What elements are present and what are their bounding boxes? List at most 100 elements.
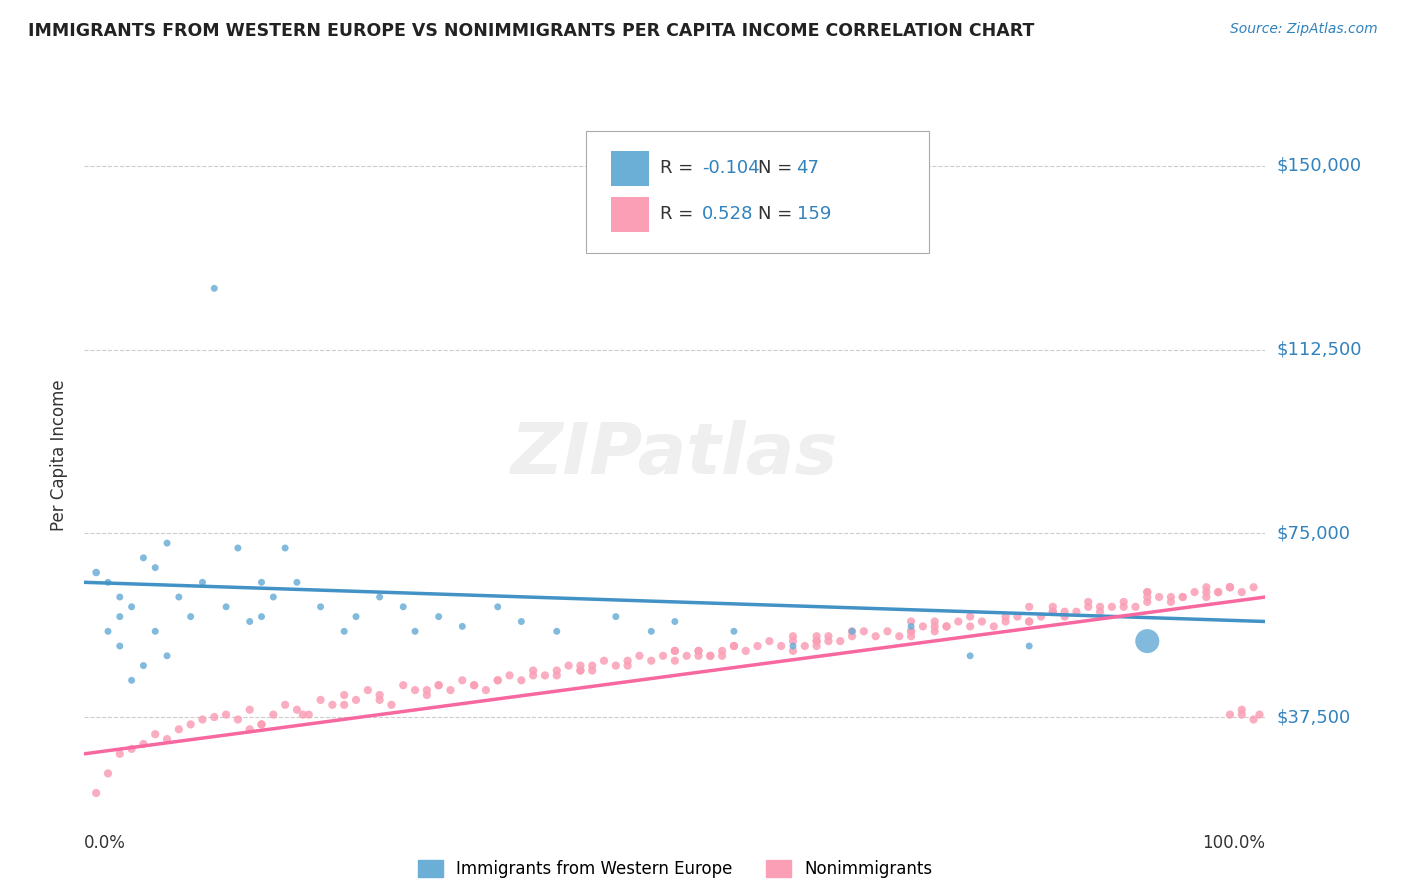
Point [239, 723, 262, 737]
Text: 0.0%: 0.0% [84, 834, 127, 852]
Point [806, 634, 828, 648]
Text: $150,000: $150,000 [1277, 157, 1361, 175]
Point [321, 698, 343, 712]
Point [156, 648, 179, 663]
Point [1195, 580, 1218, 594]
Point [569, 658, 592, 673]
Point [274, 698, 297, 712]
Point [380, 698, 402, 712]
Point [298, 707, 321, 722]
Point [202, 281, 225, 295]
Point [605, 658, 627, 673]
Point [534, 668, 557, 682]
Point [688, 644, 710, 658]
Point [156, 732, 179, 747]
Point [239, 615, 262, 629]
Point [121, 742, 143, 756]
Point [1206, 585, 1229, 599]
Point [900, 629, 922, 643]
Point [132, 550, 155, 565]
Point [711, 644, 734, 658]
Point [806, 629, 828, 643]
Point [664, 644, 686, 658]
FancyBboxPatch shape [612, 151, 650, 186]
Point [427, 678, 450, 692]
Point [250, 717, 273, 731]
Point [959, 619, 981, 633]
Point [143, 624, 166, 639]
Point [1053, 609, 1076, 624]
Text: N =: N = [758, 205, 797, 223]
Point [333, 624, 356, 639]
Point [1195, 585, 1218, 599]
Point [1195, 590, 1218, 604]
Point [1112, 599, 1135, 614]
Point [97, 624, 120, 639]
Point [841, 624, 863, 639]
Point [274, 541, 297, 555]
Point [368, 688, 391, 702]
Point [486, 673, 509, 688]
Point [1160, 590, 1182, 604]
Point [1077, 595, 1099, 609]
Point [416, 688, 439, 702]
Point [699, 648, 721, 663]
Point [924, 619, 946, 633]
Point [1136, 595, 1159, 609]
Point [747, 639, 769, 653]
Point [640, 624, 662, 639]
Point [463, 678, 485, 692]
Text: IMMIGRANTS FROM WESTERN EUROPE VS NONIMMIGRANTS PER CAPITA INCOME CORRELATION CH: IMMIGRANTS FROM WESTERN EUROPE VS NONIMM… [28, 22, 1035, 40]
Text: N =: N = [758, 160, 797, 178]
Point [191, 713, 214, 727]
Point [1101, 599, 1123, 614]
Point [546, 624, 568, 639]
Point [664, 654, 686, 668]
Point [1088, 605, 1111, 619]
Point [167, 723, 190, 737]
Point [143, 727, 166, 741]
Point [935, 619, 957, 633]
Point [226, 541, 249, 555]
Point [1125, 599, 1147, 614]
Point [180, 717, 202, 731]
Point [285, 575, 308, 590]
Y-axis label: Per Capita Income: Per Capita Income [51, 379, 69, 531]
Point [1184, 585, 1206, 599]
Point [108, 609, 131, 624]
Point [770, 639, 793, 653]
Point [463, 678, 485, 692]
Point [121, 599, 143, 614]
Point [1160, 595, 1182, 609]
Point [1136, 634, 1159, 648]
Point [865, 629, 887, 643]
Text: 100.0%: 100.0% [1202, 834, 1265, 852]
Point [569, 664, 592, 678]
Point [900, 624, 922, 639]
Point [239, 703, 262, 717]
Point [451, 673, 474, 688]
Point [1230, 703, 1253, 717]
Point [900, 624, 922, 639]
Point [368, 693, 391, 707]
Point [664, 644, 686, 658]
Point [900, 615, 922, 629]
Point [486, 673, 509, 688]
Point [1029, 609, 1052, 624]
Point [132, 737, 155, 751]
Point [1243, 713, 1265, 727]
Point [510, 615, 533, 629]
Point [911, 619, 934, 633]
Point [97, 766, 120, 780]
Point [215, 707, 238, 722]
Point [1018, 615, 1040, 629]
Point [121, 673, 143, 688]
Point [948, 615, 970, 629]
Point [475, 683, 498, 698]
Point [1171, 590, 1194, 604]
Point [983, 619, 1005, 633]
Point [1136, 585, 1159, 599]
Point [262, 590, 284, 604]
Point [546, 664, 568, 678]
Point [758, 634, 780, 648]
